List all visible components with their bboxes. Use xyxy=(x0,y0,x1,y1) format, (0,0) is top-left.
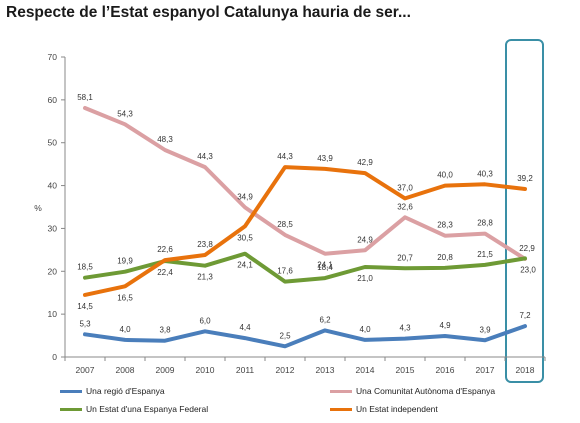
y-tick-label-40: 40 xyxy=(48,181,58,191)
data-label-comunitat-2012: 28,5 xyxy=(277,220,293,229)
legend-item-independent: Un Estat independent xyxy=(330,404,438,414)
data-label-regio-2017: 3,9 xyxy=(479,325,491,334)
data-label-independent-2012: 44,3 xyxy=(277,152,293,161)
x-tick-label-2008: 2008 xyxy=(116,365,135,375)
data-label-federal-2017: 21,5 xyxy=(477,250,493,259)
data-label-regio-2009: 3,8 xyxy=(159,326,171,335)
data-label-independent-2018: 39,2 xyxy=(517,174,533,183)
data-label-comunitat-2010: 44,3 xyxy=(197,152,213,161)
x-tick-label-2017: 2017 xyxy=(476,365,495,375)
legend-label-comunitat: Una Comunitat Autònoma d'Espanya xyxy=(356,386,496,396)
data-label-regio-2014: 4,0 xyxy=(359,325,371,334)
data-label-federal-2018: 23,0 xyxy=(520,265,536,274)
data-label-independent-2010: 23,8 xyxy=(197,240,213,249)
x-tick-label-2018: 2018 xyxy=(516,365,535,375)
data-label-regio-2013: 6,2 xyxy=(319,315,331,324)
chart-title: Respecte de l’Estat espanyol Catalunya h… xyxy=(6,4,411,21)
legend-label-federal: Un Estat d'una Espanya Federal xyxy=(86,404,209,414)
y-tick-label-50: 50 xyxy=(48,138,58,148)
data-label-comunitat-2016: 28,3 xyxy=(437,221,453,230)
legend-swatch-federal xyxy=(60,407,82,411)
data-label-federal-2016: 20,8 xyxy=(437,253,453,262)
x-tick-label-2014: 2014 xyxy=(356,365,375,375)
legend-swatch-independent xyxy=(330,407,352,411)
legend-item-federal: Un Estat d'una Espanya Federal xyxy=(60,404,208,414)
x-tick-label-2016: 2016 xyxy=(436,365,455,375)
data-label-independent-2015: 37,0 xyxy=(397,183,413,192)
data-label-independent-2017: 40,3 xyxy=(477,169,493,178)
data-label-regio-2015: 4,3 xyxy=(399,324,411,333)
legend-swatch-comunitat xyxy=(330,389,352,393)
data-label-independent-2016: 40,0 xyxy=(437,171,453,180)
data-label-independent-2007: 14,5 xyxy=(77,302,93,311)
y-tick-label-70: 70 xyxy=(48,52,58,62)
x-tick-label-2015: 2015 xyxy=(396,365,415,375)
data-label-federal-2011: 24,1 xyxy=(237,261,253,270)
data-label-comunitat-2007: 58,1 xyxy=(77,93,93,102)
data-label-independent-2008: 16,5 xyxy=(117,293,133,302)
data-label-comunitat-2008: 54,3 xyxy=(117,109,133,118)
data-label-federal-2008: 19,9 xyxy=(117,257,133,266)
x-tick-label-2009: 2009 xyxy=(156,365,175,375)
data-label-independent-2009: 22,6 xyxy=(157,245,173,254)
data-label-federal-2013: 18,4 xyxy=(317,263,333,272)
data-label-comunitat-2013: 24,1 xyxy=(317,261,333,270)
data-label-federal-2009: 22,4 xyxy=(157,268,173,277)
data-label-comunitat-2015: 32,6 xyxy=(397,202,413,211)
data-label-independent-2011: 30,5 xyxy=(237,233,253,242)
highlight-box-2018 xyxy=(505,39,544,383)
series-line-regio xyxy=(83,324,527,349)
legend-label-regio: Una regió d'Espanya xyxy=(86,386,165,396)
x-tick-label-2012: 2012 xyxy=(276,365,295,375)
data-label-regio-2016: 4,9 xyxy=(439,321,451,330)
data-label-regio-2018: 7,2 xyxy=(519,311,531,320)
y-axis-label: % xyxy=(34,203,42,213)
data-label-federal-2015: 20,7 xyxy=(397,253,413,262)
data-label-comunitat-2009: 48,3 xyxy=(157,135,173,144)
data-label-comunitat-2017: 28,8 xyxy=(477,219,493,228)
data-label-federal-2012: 17,6 xyxy=(277,267,293,276)
data-label-federal-2007: 18,5 xyxy=(77,263,93,272)
y-tick-label-0: 0 xyxy=(52,352,57,362)
y-tick-label-60: 60 xyxy=(48,95,58,105)
legend-item-regio: Una regió d'Espanya xyxy=(60,386,165,396)
data-label-regio-2010: 6,0 xyxy=(199,316,211,325)
data-label-independent-2013: 43,9 xyxy=(317,154,333,163)
legend-label-independent: Un Estat independent xyxy=(356,404,438,414)
legend-item-comunitat: Una Comunitat Autònoma d'Espanya xyxy=(330,386,495,396)
x-tick-label-2011: 2011 xyxy=(236,365,255,375)
data-label-federal-2010: 21,3 xyxy=(197,273,213,282)
y-tick-label-10: 10 xyxy=(48,309,58,319)
data-label-comunitat-2014: 24,9 xyxy=(357,235,373,244)
data-label-independent-2014: 42,9 xyxy=(357,158,373,167)
data-label-regio-2007: 5,3 xyxy=(79,319,91,328)
data-label-regio-2008: 4,0 xyxy=(119,325,131,334)
data-label-regio-2011: 4,4 xyxy=(239,323,251,332)
legend-swatch-regio xyxy=(60,389,82,393)
y-tick-label-30: 30 xyxy=(48,223,58,233)
x-tick-label-2010: 2010 xyxy=(196,365,215,375)
data-label-regio-2012: 2,5 xyxy=(279,331,291,340)
data-label-federal-2014: 21,0 xyxy=(357,274,373,283)
x-tick-label-2007: 2007 xyxy=(76,365,95,375)
data-label-comunitat-2011: 34,9 xyxy=(237,192,253,201)
x-tick-label-2013: 2013 xyxy=(316,365,335,375)
series-line-comunitat xyxy=(83,106,527,261)
series-line-independent xyxy=(83,165,527,297)
data-label-comunitat-2018: 22,9 xyxy=(519,244,535,253)
y-tick-label-20: 20 xyxy=(48,266,58,276)
